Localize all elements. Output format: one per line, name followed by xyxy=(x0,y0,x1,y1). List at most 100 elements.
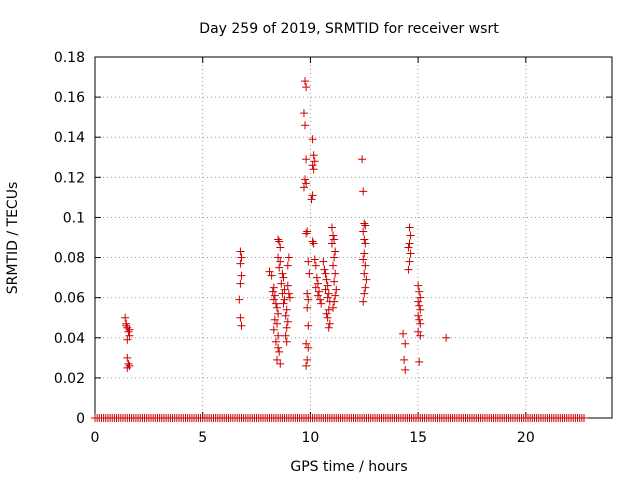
data-point xyxy=(416,305,425,314)
data-point xyxy=(303,303,312,312)
data-point xyxy=(416,319,425,328)
x-tick-label: 20 xyxy=(517,430,535,446)
data-point xyxy=(280,285,289,294)
data-point xyxy=(302,339,311,348)
data-point xyxy=(236,313,245,322)
data-point xyxy=(319,257,328,266)
data-point xyxy=(284,253,293,262)
data-point xyxy=(282,337,291,346)
data-point xyxy=(302,179,311,188)
data-point xyxy=(269,325,278,334)
data-point xyxy=(327,223,336,232)
data-point xyxy=(278,269,287,278)
y-tick-label: 0.16 xyxy=(54,90,85,106)
data-point xyxy=(579,414,588,422)
data-point xyxy=(309,151,318,160)
data-point xyxy=(404,265,413,274)
data-point xyxy=(307,195,316,204)
data-point xyxy=(270,315,279,324)
data-point xyxy=(237,271,246,280)
data-point xyxy=(280,295,289,304)
data-point xyxy=(276,243,285,252)
data-point xyxy=(269,295,278,304)
data-point xyxy=(237,321,246,330)
data-point xyxy=(332,285,341,294)
data-point xyxy=(283,317,292,326)
data-point xyxy=(399,329,408,338)
data-point xyxy=(359,297,368,306)
data-point xyxy=(275,237,284,246)
data-point xyxy=(324,305,333,314)
chart-title: Day 259 of 2019, SRMTID for receiver wsr… xyxy=(199,21,499,37)
data-point xyxy=(414,281,423,290)
data-point xyxy=(405,239,414,248)
x-tick-label: 15 xyxy=(409,430,427,446)
data-point xyxy=(362,275,371,284)
data-point xyxy=(277,279,286,288)
data-point xyxy=(321,285,330,294)
data-point xyxy=(361,283,370,292)
data-point xyxy=(416,293,425,302)
data-point xyxy=(275,347,284,356)
data-point xyxy=(302,361,311,370)
y-tick-label: 0.06 xyxy=(54,291,85,307)
data-point xyxy=(360,235,369,244)
data-point xyxy=(400,355,409,364)
data-point xyxy=(311,283,320,292)
data-point xyxy=(310,255,319,264)
data-point xyxy=(274,343,283,352)
data-point xyxy=(323,281,332,290)
data-point xyxy=(313,279,322,288)
data-point xyxy=(303,355,312,364)
data-point xyxy=(276,359,285,368)
data-point xyxy=(302,229,311,238)
data-point xyxy=(125,325,134,334)
data-point xyxy=(281,311,290,320)
y-axis-label: SRMTID / TECUs xyxy=(5,182,21,295)
data-point xyxy=(303,227,312,236)
data-point xyxy=(310,157,319,166)
data-point xyxy=(236,279,245,288)
data-point xyxy=(360,289,369,298)
y-tick-label: 0.12 xyxy=(54,170,85,186)
data-point xyxy=(330,297,339,306)
data-point xyxy=(309,239,318,248)
data-point xyxy=(330,235,339,244)
data-point xyxy=(359,255,368,264)
data-point xyxy=(360,269,369,278)
data-point xyxy=(274,253,283,262)
data-point xyxy=(274,331,283,340)
y-tick-label: 0 xyxy=(76,411,85,427)
plot-frame xyxy=(94,56,613,419)
y-tick-label: 0.18 xyxy=(54,50,85,66)
data-points xyxy=(91,77,588,422)
y-tick-label: 0.04 xyxy=(54,331,85,347)
data-point xyxy=(406,231,415,240)
data-point xyxy=(274,235,283,244)
data-point xyxy=(265,267,274,276)
data-point xyxy=(323,313,332,322)
x-tick-label: 10 xyxy=(302,430,320,446)
data-point xyxy=(121,313,130,322)
data-point xyxy=(304,343,313,352)
data-point xyxy=(415,357,424,366)
data-point xyxy=(414,297,423,306)
y-tick-label: 0.14 xyxy=(54,130,85,146)
data-point xyxy=(358,155,367,164)
data-point xyxy=(275,263,284,272)
data-point xyxy=(308,135,317,144)
grid-lines xyxy=(95,57,612,418)
data-point xyxy=(312,273,321,282)
data-point xyxy=(299,109,308,118)
data-point xyxy=(124,359,133,368)
data-point xyxy=(331,269,340,278)
data-point xyxy=(401,365,410,374)
data-point xyxy=(302,155,311,164)
data-point xyxy=(123,323,132,332)
data-point xyxy=(329,231,338,240)
data-point xyxy=(331,247,340,256)
data-point xyxy=(123,335,132,344)
data-point xyxy=(327,239,336,248)
data-point xyxy=(270,291,279,300)
data-point xyxy=(360,249,369,258)
